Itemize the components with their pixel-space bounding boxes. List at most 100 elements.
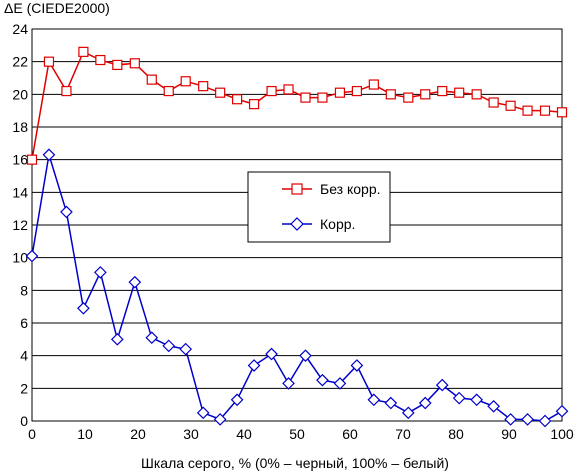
series-2-point-6 [128, 275, 142, 289]
y-tick-14: 14 [12, 184, 28, 200]
series-1-point-16 [300, 92, 311, 103]
series-2-point-5 [110, 332, 124, 346]
series-1-point-29 [522, 105, 533, 116]
series-2-point-7 [145, 331, 159, 345]
series-group [25, 46, 569, 428]
series-2-point-29 [521, 413, 534, 426]
y-tick-24: 24 [12, 21, 28, 37]
series-2-point-17 [316, 373, 329, 387]
x-tick-60: 60 [342, 426, 358, 442]
y-tick-18: 18 [12, 119, 28, 135]
series-1-point-3 [78, 46, 89, 57]
series-2-point-2 [60, 205, 73, 219]
series-1-point-20 [368, 79, 379, 90]
x-tick-90: 90 [501, 426, 517, 442]
y-tick-0: 0 [20, 413, 28, 429]
series-2-point-31 [555, 404, 569, 418]
series-2 [25, 148, 569, 428]
y-tick-12: 12 [12, 217, 28, 233]
x-tick-40: 40 [236, 426, 252, 442]
series-2-point-15 [282, 377, 295, 390]
x-tick-20: 20 [130, 426, 146, 442]
series-2-point-4 [94, 266, 107, 279]
series-2-point-20 [367, 393, 381, 407]
series-1-point-8 [163, 85, 174, 97]
y-tick-20: 20 [12, 86, 28, 102]
series-1-point-4 [95, 54, 106, 66]
series-2-point-27 [487, 399, 500, 413]
legend-label-bez-korr: Без корр. [320, 181, 381, 197]
series-1-point-27 [488, 97, 499, 108]
series-2-point-18 [333, 377, 347, 390]
x-tick-0: 0 [28, 426, 36, 442]
series-2-point-26 [470, 393, 484, 407]
series-1-point-30 [539, 105, 551, 116]
series-2-point-12 [230, 393, 244, 407]
series-2-point-21 [384, 396, 398, 410]
series-1-point-2 [61, 85, 72, 97]
y-axis-title: ΔE (CIEDE2000) [4, 0, 110, 16]
y-tick-6: 6 [20, 315, 28, 331]
series-2-point-23 [418, 396, 432, 410]
series-1-point-22 [403, 92, 414, 103]
y-tick-22: 22 [12, 54, 28, 70]
x-tick-50: 50 [289, 426, 305, 442]
series-1-point-17 [317, 92, 328, 103]
plot-frame [31, 28, 563, 422]
series-2-point-13 [247, 359, 261, 372]
legend-box [247, 171, 391, 243]
series-2-point-22 [401, 406, 415, 420]
series-2-point-28 [504, 413, 517, 426]
y-tick-2: 2 [20, 380, 28, 396]
series-2-point-9 [179, 342, 193, 356]
series-1-point-10 [198, 81, 209, 92]
y-tick-8: 8 [20, 282, 28, 298]
x-tick-70: 70 [395, 426, 411, 442]
legend: Без корр. Корр. [247, 171, 391, 243]
series-1-point-18 [334, 87, 346, 98]
series-2-point-24 [435, 378, 449, 392]
series-1-point-0 [26, 154, 38, 165]
series-1 [26, 46, 568, 165]
series-2-point-8 [162, 339, 176, 353]
y-tick-4: 4 [20, 348, 28, 364]
series-1-point-19 [351, 85, 362, 97]
x-tick-100: 100 [550, 426, 574, 442]
series-1-point-28 [505, 100, 516, 111]
series-1-point-9 [180, 76, 191, 87]
series-2-point-30 [538, 414, 552, 428]
series-1-point-6 [129, 58, 140, 69]
x-tick-10: 10 [77, 426, 93, 442]
series-1-point-14 [266, 85, 277, 97]
y-tick-10: 10 [12, 250, 28, 266]
legend-marker-bez-korr [291, 183, 303, 195]
series-1-point-26 [471, 89, 482, 100]
series-1-point-15 [283, 84, 294, 95]
series-2-point-16 [299, 349, 312, 363]
series-2-point-19 [350, 359, 364, 372]
y-tick-16: 16 [12, 152, 28, 168]
legend-marker-korr [290, 217, 304, 231]
series-2-point-1 [42, 148, 56, 162]
series-2-point-10 [196, 406, 210, 420]
series-1-point-21 [385, 89, 396, 100]
series-1-point-12 [232, 94, 243, 105]
series-2-point-3 [77, 301, 90, 315]
x-tick-30: 30 [183, 426, 199, 442]
series-1-point-25 [454, 87, 465, 98]
series-1-point-23 [420, 89, 431, 100]
legend-label-korr: Корр. [320, 216, 355, 232]
series-1-point-11 [215, 87, 226, 98]
series-1-point-1 [43, 56, 55, 67]
series-1-point-5 [112, 59, 123, 71]
series-2-point-14 [265, 347, 278, 361]
series-2-point-25 [452, 391, 466, 405]
series-1-line [31, 50, 563, 160]
series-2-point-0 [25, 249, 39, 263]
series-1-point-31 [556, 107, 568, 118]
series-2-point-11 [213, 413, 227, 426]
x-axis-title: Шкала серого, % (0% – черный, 100% – бел… [141, 455, 449, 471]
series-1-point-13 [248, 99, 260, 110]
